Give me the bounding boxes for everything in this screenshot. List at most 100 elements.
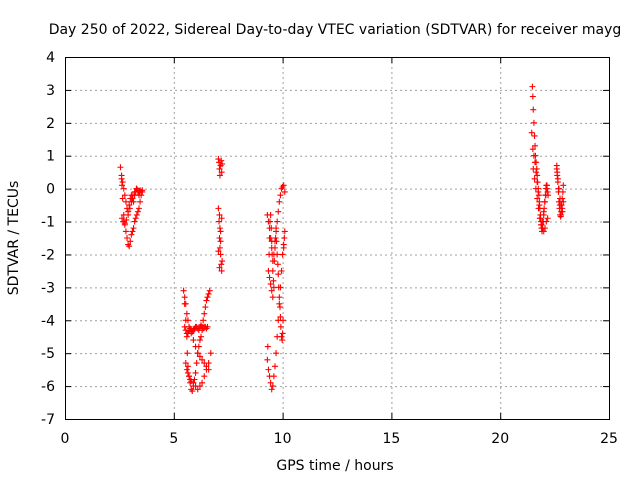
data-point bbox=[123, 216, 130, 223]
data-point bbox=[267, 379, 274, 386]
data-point bbox=[267, 235, 274, 241]
data-point bbox=[181, 294, 188, 301]
data-point bbox=[190, 337, 197, 344]
data-point bbox=[530, 119, 537, 126]
data-point bbox=[201, 360, 208, 367]
data-point bbox=[530, 165, 537, 172]
data-point bbox=[200, 317, 207, 324]
data-point bbox=[129, 228, 136, 235]
data-point bbox=[217, 228, 224, 235]
data-point bbox=[276, 300, 283, 307]
data-point bbox=[119, 179, 126, 186]
data-point bbox=[554, 172, 561, 179]
x-tick-label: 10 bbox=[274, 431, 292, 447]
data-point bbox=[265, 366, 272, 373]
data-point bbox=[529, 93, 536, 100]
y-tick-label: 2 bbox=[46, 116, 55, 132]
data-point bbox=[277, 313, 284, 320]
y-tick-label: -3 bbox=[41, 280, 55, 296]
data-point bbox=[264, 211, 271, 218]
axis-ticks bbox=[65, 57, 610, 420]
data-point bbox=[542, 225, 549, 232]
data-point bbox=[180, 287, 187, 294]
data-point bbox=[543, 182, 550, 189]
data-point bbox=[119, 215, 126, 222]
data-point bbox=[196, 353, 203, 360]
x-tick-labels: 0 5 10 15 20 25 bbox=[61, 431, 618, 447]
x-tick-label: 25 bbox=[600, 431, 618, 447]
data-point bbox=[118, 175, 125, 182]
data-point bbox=[535, 205, 542, 212]
data-point bbox=[183, 366, 190, 373]
data-point bbox=[280, 182, 287, 189]
data-point bbox=[279, 251, 286, 258]
data-point bbox=[267, 281, 274, 288]
data-point bbox=[543, 218, 550, 225]
data-point bbox=[531, 175, 538, 182]
data-point bbox=[270, 277, 277, 284]
data-point bbox=[560, 182, 567, 189]
y-tick-label: -1 bbox=[41, 215, 55, 231]
data-point bbox=[272, 235, 279, 241]
y-tick-label: -7 bbox=[41, 412, 55, 428]
data-point bbox=[120, 185, 127, 192]
data-point bbox=[203, 363, 210, 370]
data-point bbox=[130, 225, 137, 232]
data-point bbox=[126, 205, 133, 212]
data-point bbox=[558, 211, 565, 218]
data-point bbox=[216, 235, 223, 241]
data-point bbox=[193, 360, 200, 367]
data-point bbox=[557, 195, 564, 202]
data-point bbox=[281, 188, 288, 195]
data-point bbox=[534, 172, 541, 179]
data-point bbox=[529, 83, 536, 90]
y-tick-label: -6 bbox=[41, 379, 55, 395]
data-point bbox=[218, 215, 225, 222]
data-point bbox=[274, 333, 281, 340]
plot-frame bbox=[65, 57, 610, 420]
data-point bbox=[268, 287, 275, 294]
y-tick-label: -4 bbox=[41, 313, 55, 329]
data-point bbox=[139, 187, 146, 194]
data-point bbox=[199, 379, 206, 386]
x-tick-label: 5 bbox=[169, 431, 178, 447]
data-point bbox=[268, 244, 275, 251]
data-point bbox=[121, 220, 128, 227]
data-point bbox=[192, 369, 199, 376]
data-point bbox=[205, 366, 212, 373]
data-point bbox=[216, 218, 223, 225]
data-point bbox=[182, 300, 189, 307]
data-point bbox=[532, 185, 539, 192]
data-point bbox=[194, 350, 201, 357]
data-point bbox=[540, 228, 547, 235]
data-point bbox=[182, 360, 189, 367]
data-point bbox=[555, 185, 562, 192]
data-point bbox=[219, 160, 226, 167]
data-point bbox=[277, 192, 284, 199]
data-point bbox=[122, 198, 129, 205]
data-point bbox=[273, 350, 280, 357]
y-tick-label: 4 bbox=[46, 50, 55, 66]
data-point bbox=[530, 152, 537, 159]
data-point bbox=[186, 323, 193, 330]
data-point bbox=[269, 294, 276, 301]
data-point bbox=[280, 244, 287, 251]
data-point bbox=[124, 235, 131, 241]
data-point bbox=[199, 356, 206, 363]
data-point bbox=[189, 388, 196, 395]
data-point bbox=[556, 202, 563, 209]
data-point bbox=[201, 310, 208, 317]
data-point bbox=[554, 175, 561, 182]
data-point bbox=[540, 208, 547, 215]
x-tick-label: 20 bbox=[491, 431, 509, 447]
data-point bbox=[216, 172, 223, 179]
data-point bbox=[536, 202, 543, 209]
grid bbox=[65, 57, 609, 419]
data-point bbox=[125, 211, 132, 218]
data-point bbox=[206, 287, 213, 294]
data-point bbox=[216, 211, 223, 218]
data-point bbox=[205, 290, 212, 297]
data-point bbox=[532, 159, 539, 166]
data-point bbox=[534, 195, 541, 202]
